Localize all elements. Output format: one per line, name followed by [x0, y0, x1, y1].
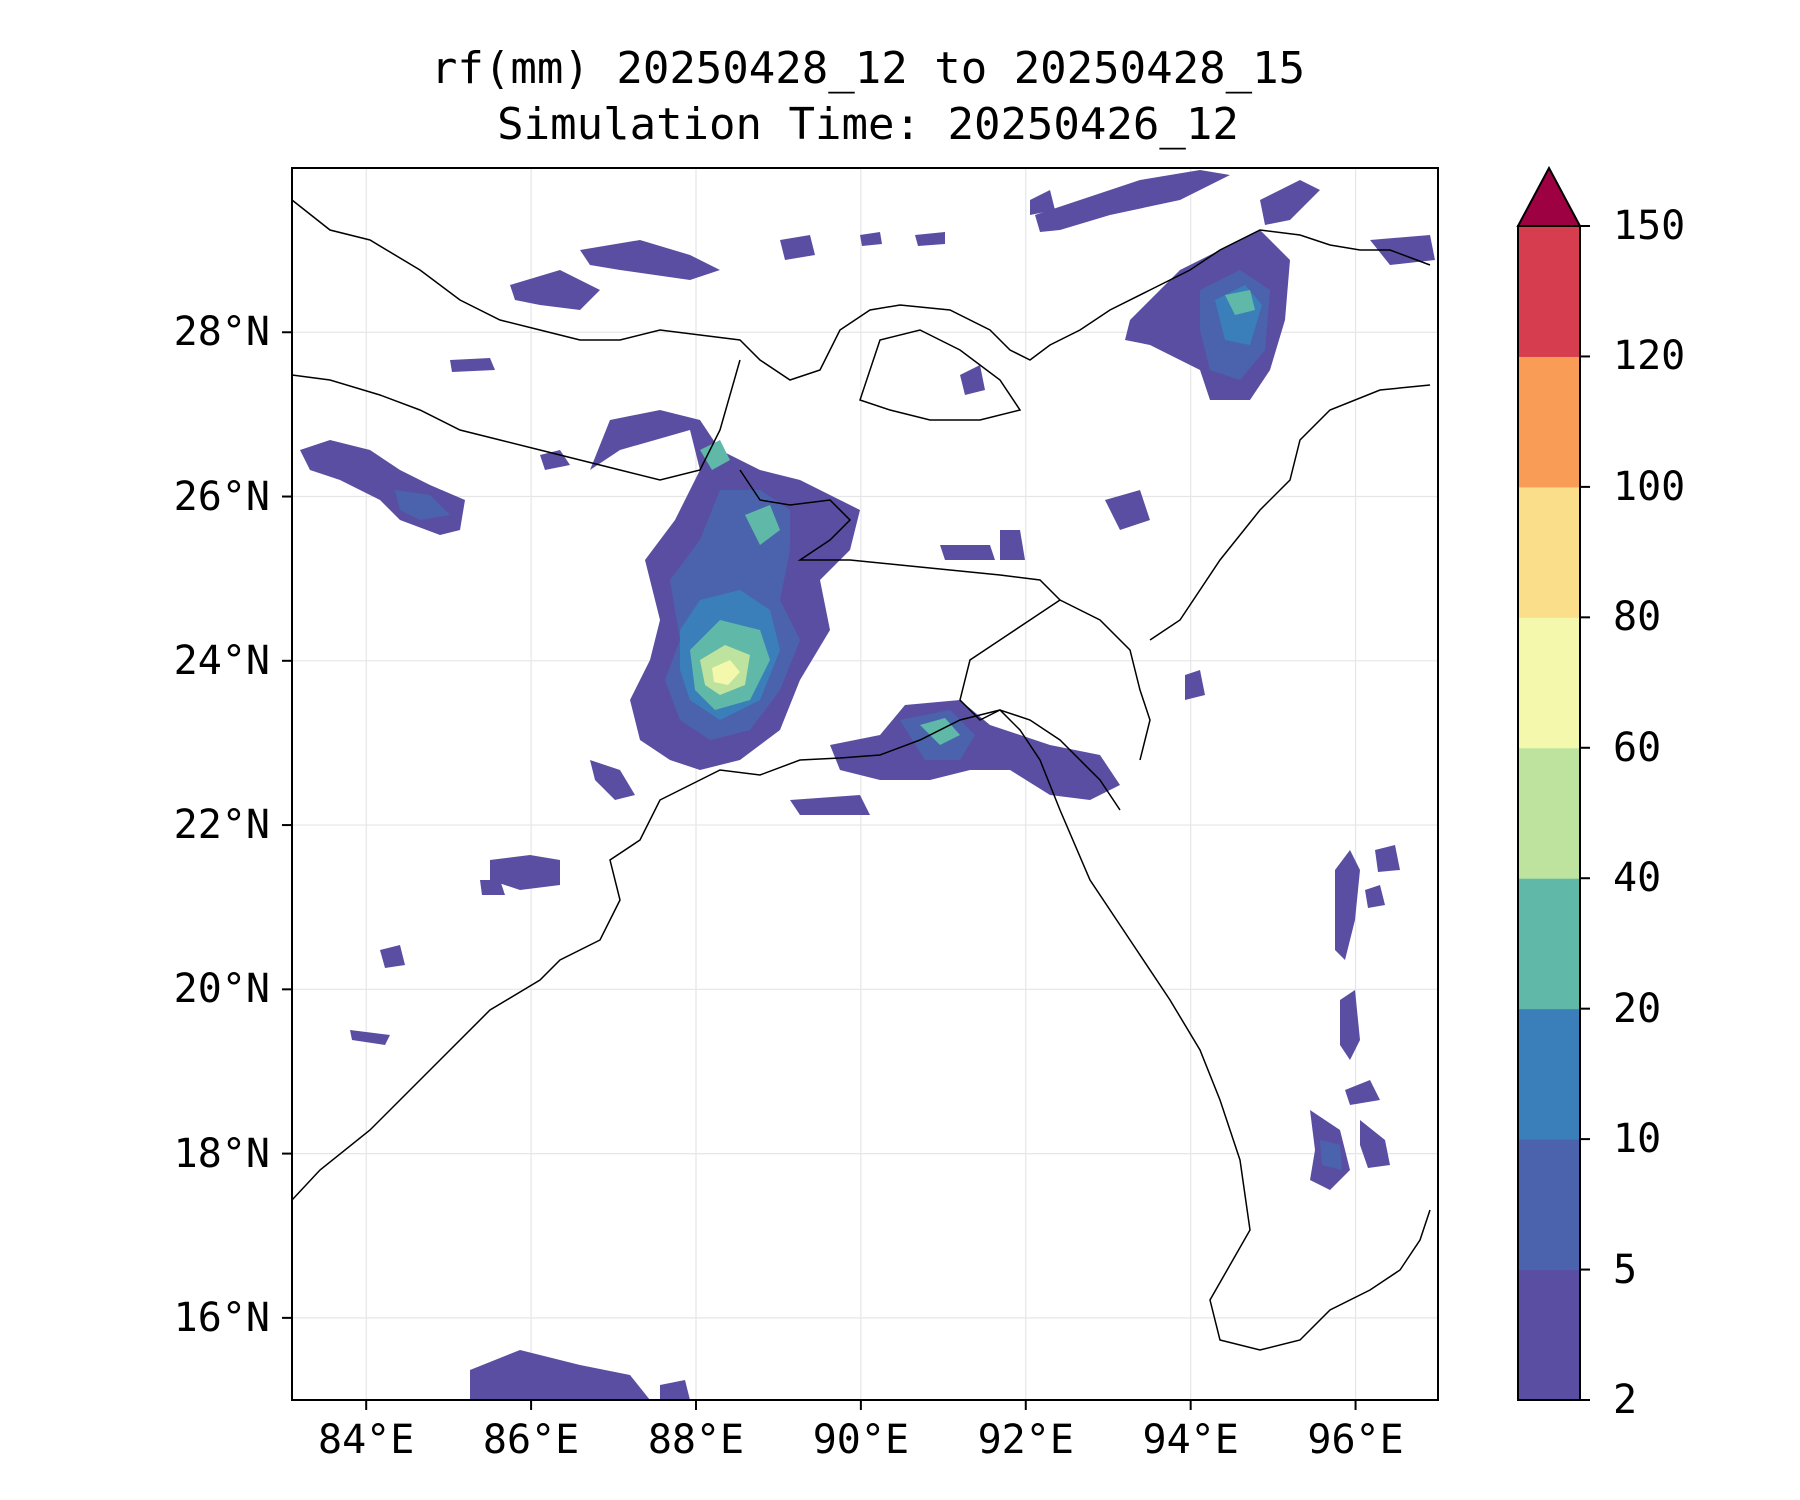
colorbar-frame [1517, 225, 1581, 1401]
x-tick-label: 84°E [318, 1417, 415, 1463]
map-title: rf(mm) 20250428_12 to 20250428_15 [430, 43, 1306, 94]
colorbar-extend-arrow [1516, 165, 1582, 227]
colorbar-label: 150 [1613, 203, 1686, 249]
colorbar-segment [1518, 1008, 1580, 1140]
colorbar-label: 100 [1613, 463, 1686, 510]
rain-band-60-80 [712, 660, 740, 685]
colorbar-label: 10 [1613, 1116, 1662, 1163]
colorbar-segment [1518, 1139, 1580, 1271]
colorbar-segment [1518, 226, 1580, 357]
colorbar-label: 120 [1613, 333, 1686, 380]
colorbar-label: 2 [1613, 1377, 1638, 1423]
colorbar-segment [1518, 878, 1580, 1010]
x-tick-label: 90°E [812, 1417, 910, 1463]
x-tick-label: 94°E [1142, 1417, 1239, 1463]
colorbar-segment [1518, 617, 1580, 749]
colorbar-segment [1518, 1269, 1580, 1401]
y-tick-label: 26°N [173, 473, 270, 520]
x-tick-label: 92°E [977, 1417, 1074, 1463]
colorbar-label: 80 [1613, 594, 1662, 641]
colorbar-label: 60 [1613, 724, 1662, 771]
x-tick-label: 96°E [1307, 1417, 1404, 1463]
y-tick-label: 28°N [173, 309, 270, 356]
colorbar-label: 20 [1613, 985, 1662, 1032]
y-tick-label: 18°N [173, 1130, 270, 1177]
colorbar-segment [1518, 747, 1580, 879]
colorbar [1516, 165, 1590, 1401]
map-subtitle: Simulation Time: 20250426_12 [497, 99, 1239, 150]
y-tick-label: 24°N [173, 637, 270, 684]
colorbar-segment [1518, 486, 1580, 618]
y-tick-label: 16°N [173, 1294, 270, 1341]
colorbar-segment [1518, 356, 1580, 488]
y-tick-label: 22°N [173, 802, 270, 849]
x-tick-label: 86°E [482, 1417, 580, 1463]
rainfall-contours [300, 170, 1435, 1400]
colorbar-label: 5 [1613, 1246, 1638, 1293]
y-tick-label: 20°N [173, 966, 270, 1013]
x-tick-label: 88°E [647, 1417, 745, 1463]
rain-coastal-band [830, 700, 1120, 800]
colorbar-label: 40 [1613, 855, 1662, 902]
coastlines-borders [291, 199, 1431, 1351]
plot-frame [291, 167, 1439, 1401]
